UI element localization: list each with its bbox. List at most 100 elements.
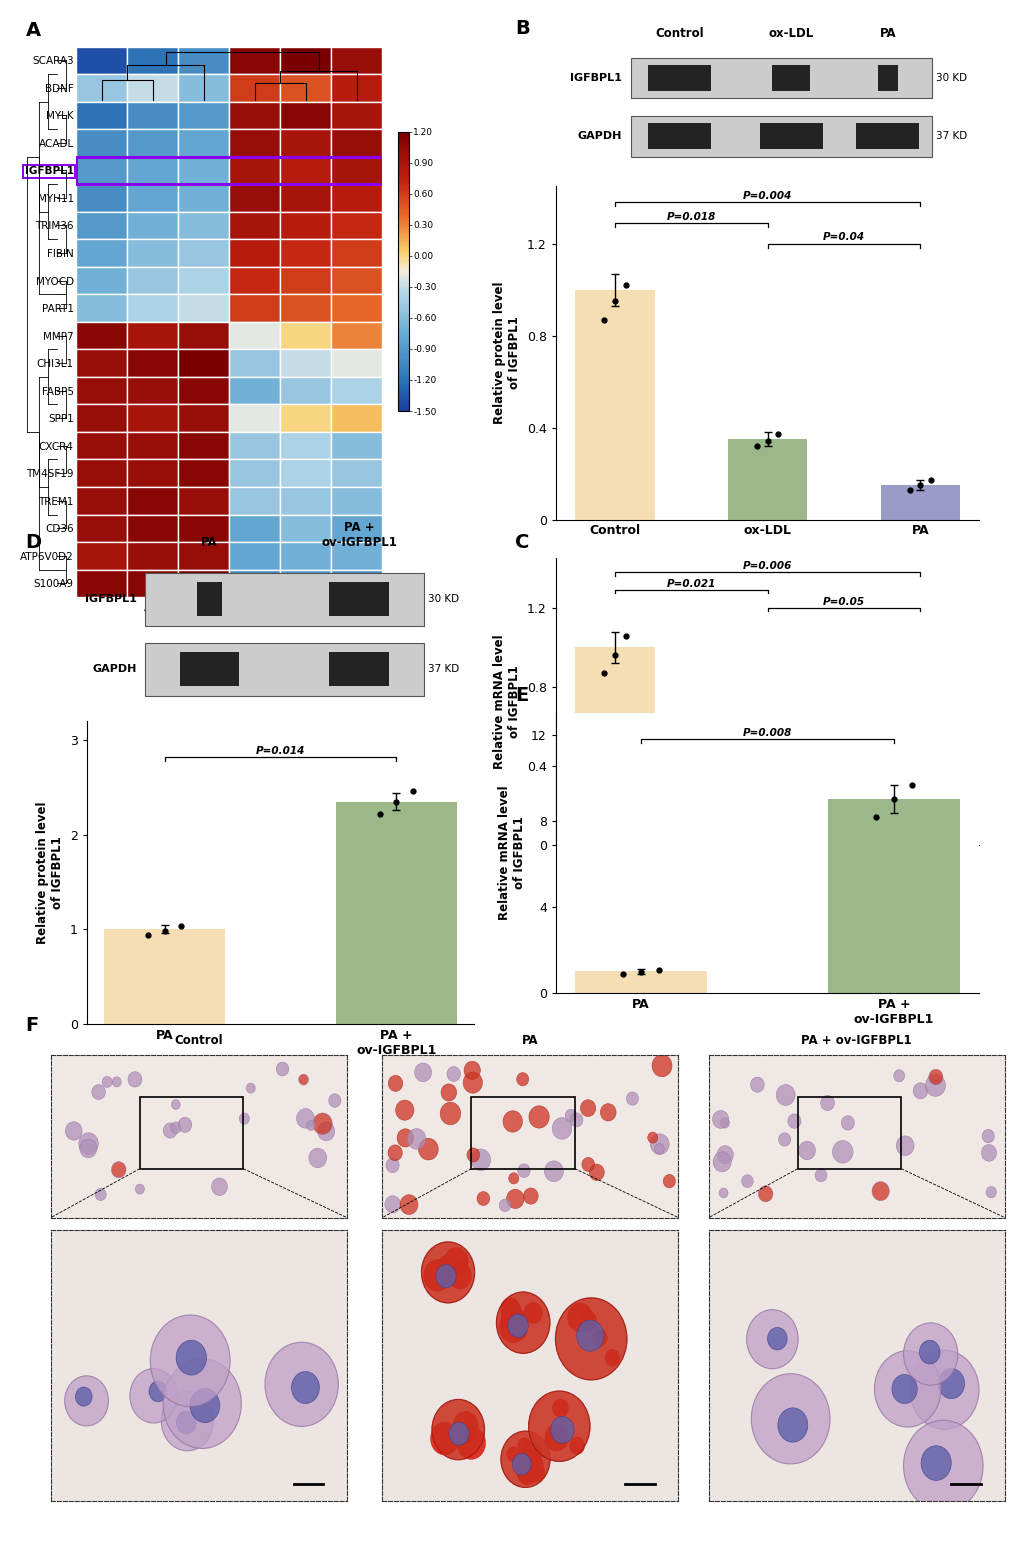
Bar bbox=[728, 760, 806, 845]
Bar bbox=[178, 74, 229, 102]
Circle shape bbox=[127, 1072, 142, 1087]
Text: GAPDH: GAPDH bbox=[92, 664, 137, 675]
Text: P=0.006: P=0.006 bbox=[742, 561, 792, 571]
Circle shape bbox=[909, 1351, 978, 1430]
Circle shape bbox=[871, 1182, 889, 1200]
Circle shape bbox=[512, 1453, 531, 1475]
Circle shape bbox=[65, 1121, 83, 1140]
Bar bbox=[229, 267, 280, 295]
Circle shape bbox=[447, 1263, 471, 1289]
Bar bbox=[127, 459, 178, 487]
Circle shape bbox=[528, 1391, 589, 1461]
Bar bbox=[647, 123, 710, 149]
Bar bbox=[145, 642, 423, 695]
Circle shape bbox=[508, 1173, 519, 1183]
Circle shape bbox=[436, 1255, 458, 1280]
Bar bbox=[575, 290, 654, 520]
Bar bbox=[127, 541, 178, 569]
Circle shape bbox=[937, 1368, 964, 1399]
Circle shape bbox=[500, 1432, 549, 1487]
Circle shape bbox=[751, 1374, 829, 1464]
Circle shape bbox=[190, 1388, 219, 1422]
Bar bbox=[76, 267, 127, 295]
Circle shape bbox=[414, 1062, 431, 1081]
Circle shape bbox=[550, 1416, 574, 1444]
Circle shape bbox=[136, 1183, 145, 1194]
Circle shape bbox=[893, 1070, 904, 1081]
Bar bbox=[331, 74, 382, 102]
Bar bbox=[127, 515, 178, 541]
Circle shape bbox=[980, 1145, 996, 1162]
Bar bbox=[631, 116, 930, 157]
Circle shape bbox=[399, 1194, 418, 1214]
Bar bbox=[229, 74, 280, 102]
Bar bbox=[331, 211, 382, 239]
Bar bbox=[280, 74, 331, 102]
Circle shape bbox=[580, 1100, 595, 1117]
Circle shape bbox=[502, 1111, 522, 1132]
Text: P=0.018: P=0.018 bbox=[665, 212, 715, 222]
Circle shape bbox=[712, 1152, 731, 1173]
Bar bbox=[280, 267, 331, 295]
Bar bbox=[229, 129, 280, 157]
Circle shape bbox=[507, 1314, 528, 1337]
Bar bbox=[229, 487, 280, 515]
Text: 37 KD: 37 KD bbox=[935, 132, 967, 141]
Circle shape bbox=[150, 1315, 230, 1407]
Circle shape bbox=[211, 1179, 227, 1196]
Bar bbox=[771, 65, 810, 92]
Circle shape bbox=[499, 1311, 527, 1343]
Bar bbox=[127, 405, 178, 433]
Bar bbox=[127, 267, 178, 295]
Circle shape bbox=[170, 1121, 181, 1134]
Bar bbox=[229, 102, 280, 129]
Circle shape bbox=[297, 1109, 314, 1128]
Text: D: D bbox=[25, 532, 42, 552]
Circle shape bbox=[328, 1093, 340, 1107]
Bar bbox=[178, 102, 229, 129]
Circle shape bbox=[506, 1447, 520, 1461]
Bar bbox=[336, 802, 457, 1024]
Y-axis label: Relative mRNA level
of IGFBPL1: Relative mRNA level of IGFBPL1 bbox=[497, 786, 525, 920]
Circle shape bbox=[464, 1061, 480, 1079]
Circle shape bbox=[440, 1103, 461, 1124]
Bar bbox=[229, 569, 280, 597]
Bar bbox=[331, 157, 382, 185]
Text: ox-LDL: ox-LDL bbox=[767, 28, 813, 40]
Circle shape bbox=[523, 1188, 538, 1204]
Bar bbox=[331, 431, 382, 459]
Bar bbox=[178, 185, 229, 211]
Bar bbox=[280, 349, 331, 377]
Text: P=0.008: P=0.008 bbox=[742, 729, 792, 738]
Circle shape bbox=[528, 1391, 589, 1461]
Y-axis label: Relative mRNA level
of IGFBPL1: Relative mRNA level of IGFBPL1 bbox=[493, 634, 521, 769]
Bar bbox=[280, 323, 331, 349]
Circle shape bbox=[517, 1438, 531, 1453]
Bar bbox=[197, 582, 222, 616]
Bar bbox=[76, 405, 127, 433]
Circle shape bbox=[467, 1148, 479, 1162]
Circle shape bbox=[395, 1100, 414, 1120]
Text: A: A bbox=[25, 20, 41, 40]
Bar bbox=[229, 377, 280, 405]
Circle shape bbox=[435, 1264, 455, 1287]
Bar bbox=[127, 185, 178, 211]
Circle shape bbox=[589, 1165, 603, 1180]
Bar bbox=[76, 459, 127, 487]
Circle shape bbox=[176, 1340, 206, 1376]
Circle shape bbox=[985, 1187, 996, 1197]
Bar bbox=[280, 102, 331, 129]
Text: PA: PA bbox=[522, 1035, 538, 1047]
Bar bbox=[76, 211, 127, 239]
Bar bbox=[76, 431, 127, 459]
Circle shape bbox=[407, 1129, 426, 1149]
Circle shape bbox=[385, 1159, 398, 1173]
Circle shape bbox=[741, 1174, 753, 1188]
Text: PA + ov-IGFBPL1: PA + ov-IGFBPL1 bbox=[801, 1035, 911, 1047]
Bar bbox=[575, 647, 654, 845]
Bar bbox=[127, 431, 178, 459]
Circle shape bbox=[387, 1145, 401, 1160]
Circle shape bbox=[981, 1129, 994, 1143]
Bar bbox=[331, 487, 382, 515]
Circle shape bbox=[92, 1084, 105, 1100]
